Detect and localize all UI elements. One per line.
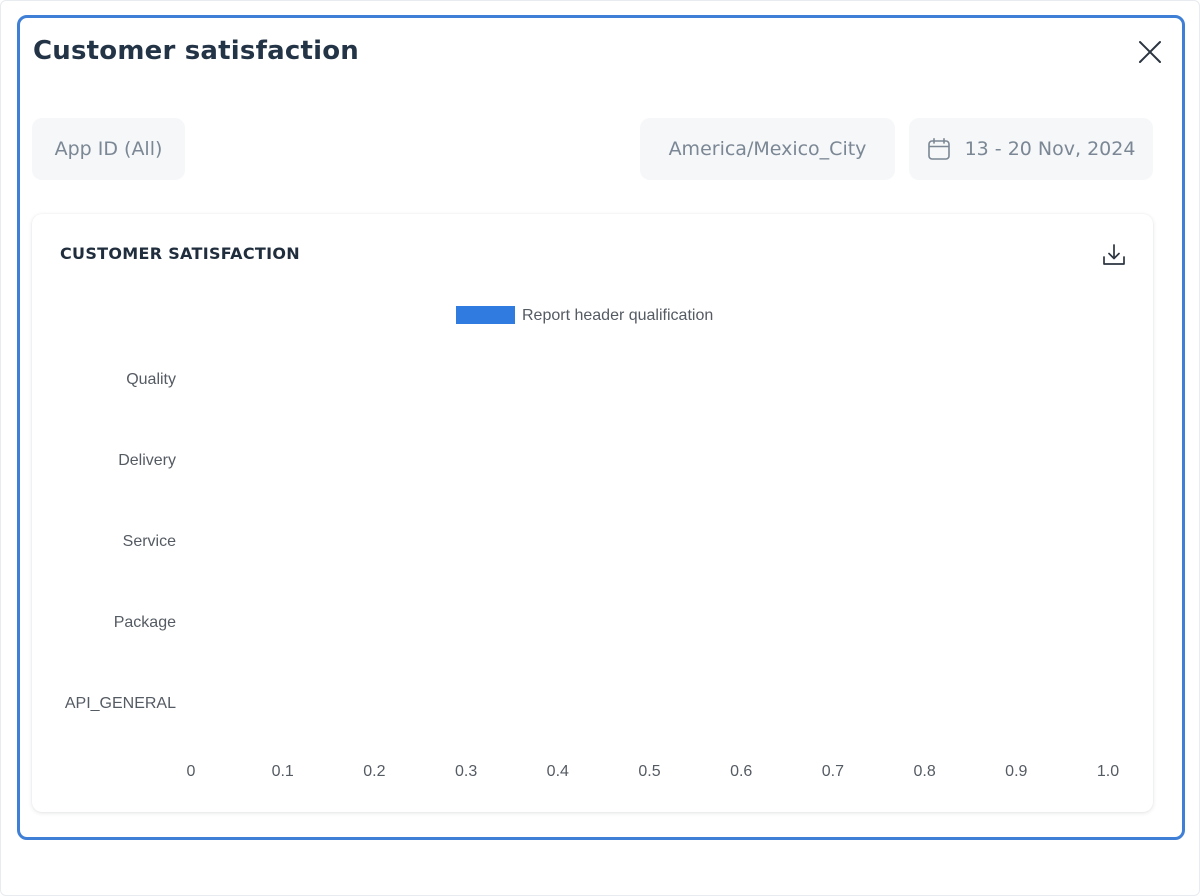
- download-button[interactable]: [1101, 242, 1127, 268]
- date-range-filter[interactable]: 13 - 20 Nov, 2024: [909, 118, 1153, 180]
- close-button[interactable]: [1136, 38, 1164, 66]
- close-icon: [1139, 41, 1161, 63]
- legend-label: Report header qualification: [522, 307, 713, 324]
- y-tick-label: Package: [114, 614, 176, 631]
- modal-title: Customer satisfaction: [33, 36, 359, 66]
- chart-title: CUSTOMER SATISFACTION: [60, 244, 300, 263]
- x-tick-label: 0.8: [913, 763, 935, 780]
- timezone-filter[interactable]: America/Mexico_City: [640, 118, 895, 180]
- timezone-filter-label: America/Mexico_City: [668, 138, 867, 160]
- y-tick-label: API_GENERAL: [65, 695, 176, 712]
- legend-swatch: [456, 306, 515, 324]
- customer-satisfaction-modal: Customer satisfaction App ID (All) Ameri…: [17, 15, 1185, 840]
- x-tick-label: 0.6: [730, 763, 752, 780]
- y-tick-label: Delivery: [118, 452, 176, 469]
- x-tick-label: 0.2: [363, 763, 385, 780]
- date-range-label: 13 - 20 Nov, 2024: [964, 138, 1136, 160]
- x-tick-label: 0.4: [547, 763, 569, 780]
- x-tick-label: 0.1: [272, 763, 294, 780]
- download-icon: [1103, 244, 1125, 265]
- y-tick-label: Quality: [126, 371, 176, 388]
- x-tick-label: 0.5: [638, 763, 660, 780]
- x-tick-label: 0.3: [455, 763, 477, 780]
- app-id-filter-label: App ID (All): [54, 138, 163, 160]
- x-tick-label: 0.7: [822, 763, 844, 780]
- y-tick-label: Service: [123, 533, 176, 550]
- x-tick-label: 0: [187, 763, 196, 780]
- bar-chart: Report header qualification Quality Delive…: [65, 306, 1119, 780]
- x-tick-label: 0.9: [1005, 763, 1027, 780]
- x-tick-label: 1.0: [1097, 763, 1119, 780]
- app-id-filter[interactable]: App ID (All): [32, 118, 185, 180]
- calendar-icon: [927, 137, 950, 160]
- chart-card: CUSTOMER SATISFACTION Report header qual…: [32, 214, 1153, 812]
